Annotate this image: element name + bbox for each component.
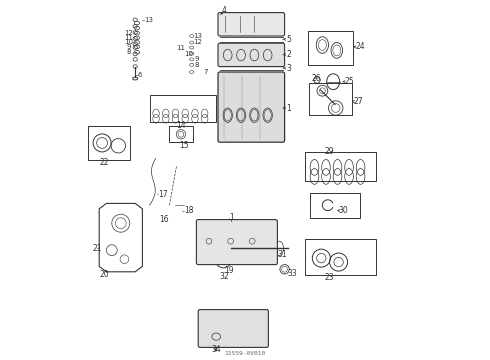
- Text: 23: 23: [324, 274, 334, 282]
- Text: 14: 14: [176, 121, 186, 130]
- Text: 21: 21: [92, 244, 101, 253]
- FancyBboxPatch shape: [218, 13, 285, 36]
- Bar: [309, 83, 351, 115]
- Text: 34: 34: [212, 346, 221, 354]
- Text: 33: 33: [288, 269, 297, 278]
- Text: 24: 24: [355, 42, 365, 51]
- Text: 13: 13: [193, 33, 202, 39]
- Text: 18: 18: [184, 206, 193, 215]
- Text: 20: 20: [99, 270, 109, 279]
- FancyBboxPatch shape: [196, 220, 277, 265]
- Text: 19: 19: [224, 266, 234, 275]
- Text: 6: 6: [138, 72, 142, 77]
- Text: 25: 25: [344, 77, 354, 86]
- Text: 8: 8: [126, 49, 131, 55]
- FancyBboxPatch shape: [218, 72, 285, 142]
- Text: 10: 10: [184, 51, 193, 57]
- Text: 9: 9: [195, 57, 199, 62]
- Text: 31: 31: [277, 250, 287, 259]
- Text: 15: 15: [179, 141, 188, 150]
- Bar: [305, 239, 376, 275]
- FancyBboxPatch shape: [218, 43, 285, 67]
- Text: 22: 22: [99, 158, 109, 167]
- Bar: [310, 193, 360, 218]
- FancyBboxPatch shape: [198, 310, 269, 347]
- Text: 3: 3: [286, 63, 291, 73]
- Text: 32: 32: [220, 272, 229, 281]
- Text: 26: 26: [312, 74, 321, 83]
- Text: 7: 7: [204, 69, 208, 75]
- Bar: [170, 126, 193, 142]
- Text: 5: 5: [286, 35, 291, 44]
- Text: 11: 11: [176, 45, 186, 50]
- Bar: [305, 152, 376, 181]
- Text: 4: 4: [221, 6, 226, 15]
- Text: 29: 29: [324, 147, 334, 156]
- Text: 12: 12: [193, 40, 202, 45]
- Text: 30: 30: [339, 206, 348, 215]
- Text: 2: 2: [286, 50, 291, 59]
- Text: 17: 17: [158, 190, 168, 199]
- Text: 11: 11: [124, 35, 133, 41]
- Text: 8: 8: [195, 62, 199, 68]
- Text: 13559-0V010: 13559-0V010: [224, 351, 266, 356]
- Bar: [88, 126, 130, 160]
- Text: 9: 9: [126, 44, 131, 50]
- Text: 13: 13: [144, 17, 153, 23]
- Text: 16: 16: [159, 215, 169, 224]
- Text: 10: 10: [124, 40, 133, 45]
- Text: 1: 1: [286, 104, 291, 113]
- Text: 1: 1: [229, 213, 234, 222]
- Bar: [149, 95, 216, 122]
- Text: 27: 27: [353, 97, 363, 106]
- Bar: [308, 31, 353, 65]
- Text: 12: 12: [124, 30, 133, 36]
